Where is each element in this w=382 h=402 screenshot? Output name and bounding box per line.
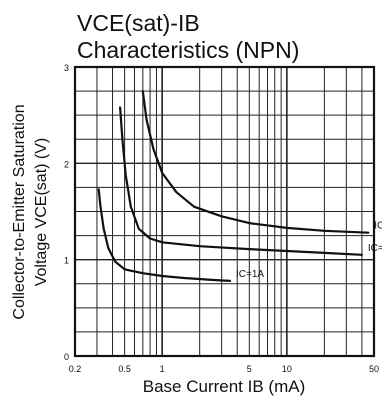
series-label-3: IC=5A <box>374 221 382 232</box>
y-axis-label-line-1: Collector-to-Emitter Saturation <box>11 104 28 319</box>
y-tick-label: 0 <box>64 352 69 362</box>
series-group: IC=1A IC=3A IC=5A <box>97 90 382 282</box>
y-axis-label-line-2: Voltage VCE(sat) (V) <box>33 138 50 287</box>
x-tick-label: 1 <box>160 364 165 374</box>
y-axis-label-group: Collector-to-Emitter Saturation Voltage … <box>11 104 50 319</box>
plot-frame <box>73 65 376 358</box>
y-tick-label: 3 <box>64 63 69 73</box>
y-tick-label: 2 <box>64 159 69 169</box>
plot-layer: 0.2 0.5 1 5 10 50 0 1 2 3 IC=1A IC=3A IC=5A <box>64 63 382 374</box>
x-tick-label: 0.5 <box>118 364 131 374</box>
series-line-3 <box>141 90 370 234</box>
x-tick-label: 0.2 <box>69 364 82 374</box>
y-tick-label: 1 <box>64 256 69 266</box>
series-label-2: IC=3A <box>368 243 382 254</box>
y-tick-labels: 0 1 2 3 <box>64 63 69 362</box>
grid-group <box>75 67 374 356</box>
series-line-2 <box>119 106 363 256</box>
x-tick-label: 50 <box>369 364 379 374</box>
x-tick-labels: 0.2 0.5 1 5 10 50 <box>69 364 379 374</box>
x-tick-label: 5 <box>247 364 252 374</box>
chart-title-line-2: Characteristics (NPN) <box>77 37 299 63</box>
series-line-1 <box>97 188 232 282</box>
x-axis-label: Base Current IB (mA) <box>143 377 306 396</box>
series-label-1: IC=1A <box>236 269 264 280</box>
x-tick-label: 10 <box>282 364 292 374</box>
chart-title-line-1: VCE(sat)-IB <box>77 10 200 36</box>
